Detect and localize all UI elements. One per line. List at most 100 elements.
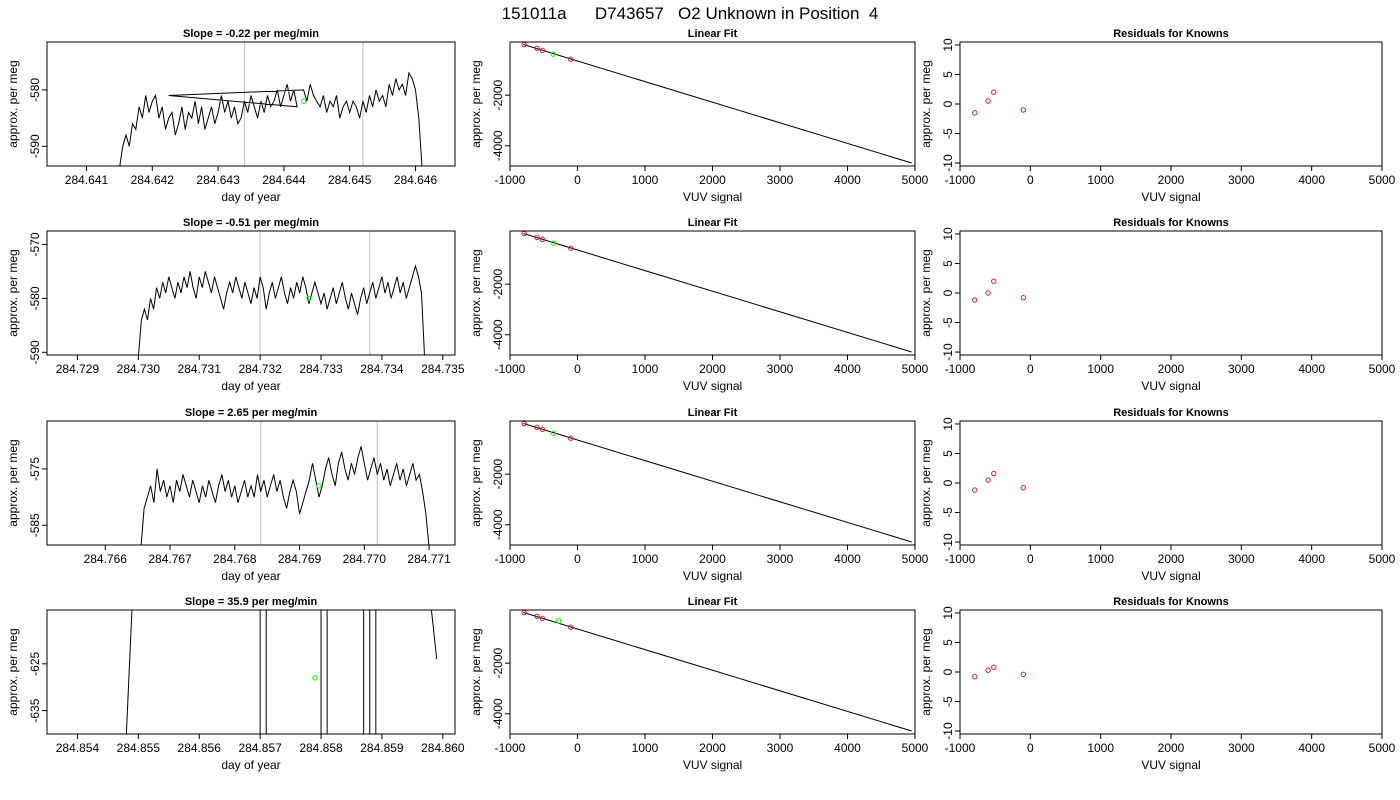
y-tick-label: -5 [941, 507, 955, 518]
fit-line [523, 423, 912, 543]
x-tick-label: 2000 [699, 552, 726, 566]
y-axis-label: approx. per meg [469, 60, 483, 147]
known-point [1020, 485, 1026, 491]
plot-frame [46, 230, 456, 356]
panel-title: Linear Fit [688, 407, 738, 419]
fit-line [523, 233, 912, 353]
panel-title: Slope = -0.51 per meg/min [183, 217, 319, 229]
x-tick-label: 0 [574, 741, 581, 755]
unknown-point [555, 618, 562, 624]
unknown-marker [312, 675, 318, 681]
x-tick-label: 284.646 [394, 173, 438, 187]
panel-3-3: Residuals for Knowns -1000 0 1000 2000 3000 40… [919, 407, 1396, 583]
x-tick-label: 1000 [632, 552, 659, 566]
fit-line [523, 612, 912, 732]
y-tick-label: -5 [941, 317, 955, 328]
x-tick-label: 4000 [1298, 173, 1325, 187]
fit-line [523, 44, 912, 164]
series-line [138, 264, 425, 355]
x-axis-label: day of year [221, 379, 280, 393]
x-tick-label: 4000 [1298, 552, 1325, 566]
y-tick-label: -580 [28, 286, 42, 310]
data-layer [521, 610, 912, 732]
x-tick-label: 5000 [1369, 552, 1396, 566]
y-tick-label: 5 [941, 639, 955, 646]
y-tick-label: -4000 [491, 509, 505, 540]
x-tick-label: 1000 [632, 362, 659, 376]
y-tick-label: -575 [28, 457, 42, 481]
data-layer [972, 278, 1026, 303]
x-tick-label: 4000 [834, 173, 861, 187]
data-layer [972, 664, 1026, 680]
plot-frame [46, 41, 456, 167]
x-tick-label: 4000 [1298, 741, 1325, 755]
x-tick-label: 5000 [902, 741, 929, 755]
x-tick-label: 284.858 [299, 741, 343, 755]
x-tick-label: 284.732 [238, 362, 282, 376]
plot-frame [959, 41, 1383, 167]
y-axis-label: approx. per meg [469, 249, 483, 336]
x-tick-label: 3000 [1228, 741, 1255, 755]
y-tick-label: 0 [941, 668, 955, 675]
y-tick-label: -10 [941, 533, 955, 551]
x-tick-label: 284.734 [360, 362, 404, 376]
y-tick-label: -2000 [491, 268, 505, 299]
data-layer [138, 264, 425, 355]
x-tick-label: 1000 [1087, 362, 1114, 376]
x-tick-label: 4000 [1298, 362, 1325, 376]
x-tick-label: 284.766 [84, 552, 128, 566]
plot-frame [959, 230, 1383, 356]
x-tick-label: -1000 [945, 741, 976, 755]
panel-4-2: Linear Fit -1000 0 1000 2000 3000 4000 5000 -200… [469, 596, 929, 772]
y-axis-label: approx. per meg [919, 628, 933, 715]
x-tick-label: 3000 [767, 552, 794, 566]
x-tick-label: 284.860 [421, 741, 465, 755]
panel-1-2: Linear Fit -1000 0 1000 2000 3000 4000 5000 -200… [469, 28, 929, 204]
unknown-point [550, 430, 556, 436]
x-tick-label: 0 [1027, 173, 1034, 187]
x-tick-label: 1000 [1087, 173, 1114, 187]
panel-1-1: Slope = -0.22 per meg/min 284.641 284.642 2… [6, 28, 456, 204]
x-tick-label: 284.730 [117, 362, 161, 376]
x-tick-label: 284.642 [131, 173, 175, 187]
known-point [991, 89, 997, 95]
x-axis-label: VUV signal [683, 758, 742, 772]
x-axis-label: VUV signal [683, 379, 742, 393]
y-axis-label: approx. per meg [6, 60, 20, 147]
y-axis-label: approx. per meg [919, 60, 933, 147]
x-tick-label: 284.643 [196, 173, 240, 187]
known-point [539, 615, 546, 622]
x-tick-label: 284.769 [278, 552, 322, 566]
x-tick-label: 284.856 [178, 741, 222, 755]
y-tick-label: -580 [28, 78, 42, 102]
x-tick-label: 3000 [1228, 362, 1255, 376]
data-layer [521, 42, 912, 164]
x-tick-label: -1000 [495, 741, 526, 755]
known-point [972, 297, 978, 303]
known-point [985, 290, 991, 296]
x-axis-label: VUV signal [683, 569, 742, 583]
panel-3-2: Linear Fit -1000 0 1000 2000 3000 4000 5000 -200… [469, 407, 929, 583]
plot-frame [509, 230, 916, 356]
panel-2-2: Linear Fit -1000 0 1000 2000 3000 4000 5000 -200… [469, 217, 929, 393]
panel-4-3: Residuals for Knowns -1000 0 1000 2000 3000 40… [919, 596, 1396, 772]
panel-title: Residuals for Knowns [1113, 596, 1229, 608]
y-tick-label: 5 [941, 260, 955, 267]
unknown-point [550, 51, 556, 57]
known-point [539, 426, 546, 433]
x-tick-label: 5000 [902, 362, 929, 376]
y-tick-label: 0 [941, 479, 955, 486]
data-layer [119, 71, 423, 166]
y-axis-label: approx. per meg [919, 249, 933, 336]
plot-frame [509, 609, 916, 735]
x-tick-label: 2000 [699, 173, 726, 187]
x-tick-label: 0 [1027, 741, 1034, 755]
panel-2-3: Residuals for Knowns -1000 0 1000 2000 3000 40… [919, 217, 1396, 393]
known-point [534, 613, 540, 620]
y-tick-label: 0 [941, 289, 955, 296]
x-tick-label: 5000 [1369, 741, 1396, 755]
x-tick-label: -1000 [495, 552, 526, 566]
known-point [534, 424, 540, 431]
